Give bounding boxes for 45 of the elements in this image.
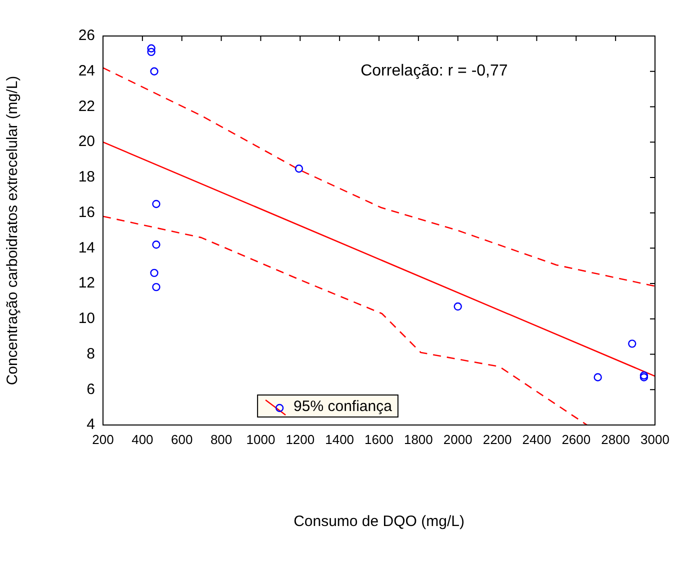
x-tick-label: 600 xyxy=(171,432,193,448)
y-tick-label: 26 xyxy=(78,27,95,44)
point xyxy=(150,268,158,278)
point xyxy=(640,371,648,380)
x-tick-label: 2400 xyxy=(522,432,552,448)
x-tick-label: 2000 xyxy=(443,432,472,448)
point xyxy=(150,67,158,76)
y-tick-label: 12 xyxy=(78,274,95,292)
x-tick-label: 2600 xyxy=(562,432,591,448)
point xyxy=(640,373,648,382)
point xyxy=(454,302,462,311)
point xyxy=(152,240,160,249)
x-tick-label: 3000 xyxy=(640,432,670,448)
point xyxy=(152,282,160,292)
x-tick-label: 800 xyxy=(210,432,232,448)
y-axis-title: Concentração carboidratos extrecelular (mg/L) xyxy=(4,76,22,386)
point xyxy=(628,340,636,348)
y-tick-label: 4 xyxy=(86,416,95,434)
x-tick-label: 1600 xyxy=(364,432,394,448)
line-series xyxy=(103,216,588,425)
legend-label: 95% confiança xyxy=(294,398,393,416)
x-tick-label: 400 xyxy=(132,432,154,448)
x-tick-label: 2800 xyxy=(601,432,630,448)
x-tick-label: 2200 xyxy=(482,432,512,448)
y-tick-label: 24 xyxy=(78,62,95,80)
x-axis-title: Consumo de DQO (mg/L) xyxy=(294,513,464,530)
point xyxy=(147,44,156,52)
point xyxy=(152,200,160,208)
y-tick-label: 10 xyxy=(78,310,95,328)
point xyxy=(594,373,602,382)
x-tick-label: 1800 xyxy=(404,432,433,448)
y-tick-label: 18 xyxy=(78,168,95,186)
y-tick-label: 8 xyxy=(86,345,95,362)
x-tick-label: 200 xyxy=(92,432,114,448)
y-tick-label: 14 xyxy=(78,239,95,256)
y-tick-label: 20 xyxy=(78,133,95,150)
point xyxy=(294,164,304,173)
y-tick-label: 22 xyxy=(78,98,95,115)
x-tick-label: 1400 xyxy=(325,432,354,448)
y-tick-label: 16 xyxy=(78,204,95,221)
annotation: Correlação: r = -0,77 xyxy=(360,62,508,80)
y-tick-label: 6 xyxy=(86,380,95,398)
x-tick-label: 1200 xyxy=(286,432,315,448)
x-tick-label: 1000 xyxy=(246,432,276,448)
point xyxy=(147,48,156,56)
